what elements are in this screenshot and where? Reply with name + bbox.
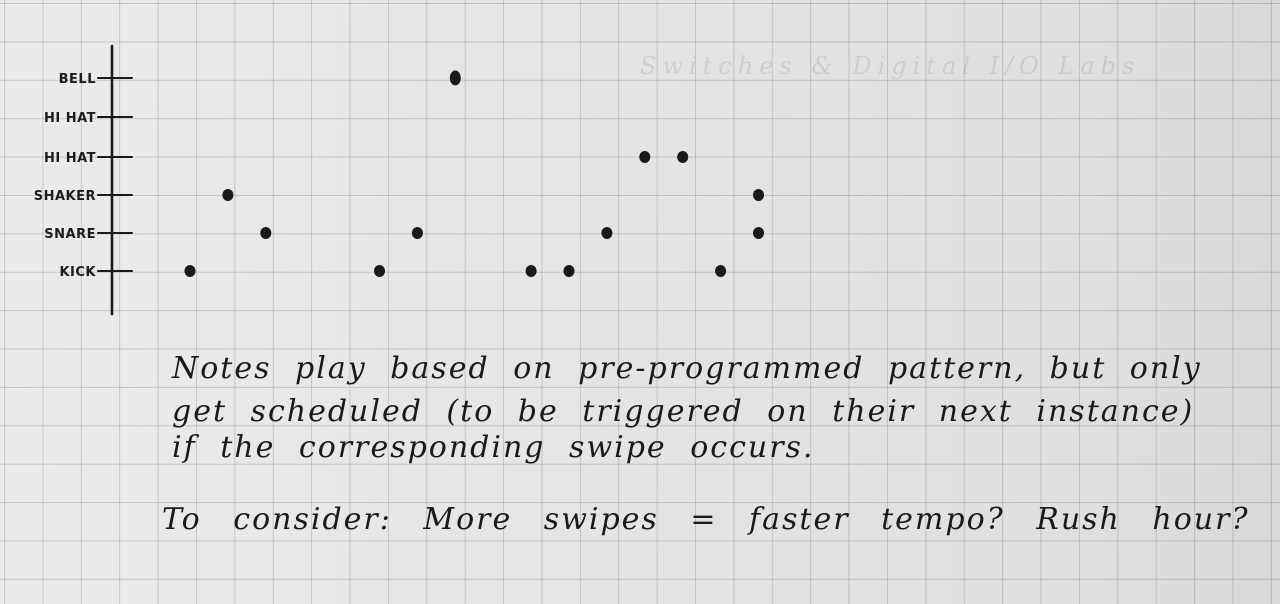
- note-dot: [639, 151, 651, 163]
- lane-label: BELL: [59, 72, 96, 87]
- lane-label: KICK: [59, 265, 96, 280]
- lane-label: HI HAT: [44, 151, 96, 166]
- note-dot: [753, 227, 764, 239]
- note-line-2: get scheduled (to be triggered on their …: [172, 394, 1195, 429]
- note-dot: [449, 70, 461, 86]
- note-dot: [601, 227, 613, 239]
- note-dot: [222, 189, 234, 201]
- lane-label: SHAKER: [34, 189, 96, 204]
- note-dot: [260, 227, 272, 239]
- note-dot: [411, 227, 423, 239]
- note-dot: [677, 151, 689, 163]
- lane-label: HI HAT: [44, 111, 96, 126]
- note-dot: [753, 189, 764, 201]
- note-line-4: To consider: More swipes = faster tempo?…: [162, 502, 1250, 537]
- bleed-through-text: Switches & Digital I/O Labs: [640, 52, 1141, 80]
- note-dot: [184, 265, 196, 277]
- note-dot: [525, 265, 537, 277]
- note-dot: [374, 265, 385, 277]
- note-line-1: Notes play based on pre-programmed patte…: [172, 351, 1202, 386]
- note-dot: [715, 265, 727, 277]
- lane-label: SNARE: [44, 227, 96, 242]
- note-line-3: if the corresponding swipe occurs.: [172, 430, 815, 465]
- note-dot: [563, 265, 575, 277]
